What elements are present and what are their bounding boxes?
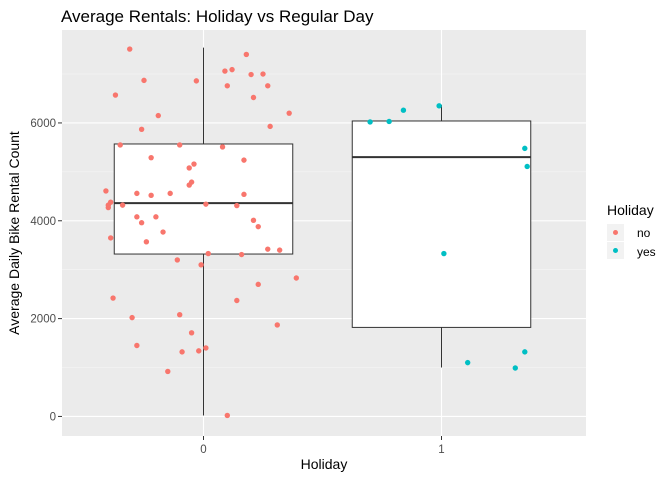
data-point-no	[134, 190, 140, 197]
data-point-no	[255, 223, 261, 230]
data-point-no	[129, 314, 135, 321]
chart-title: Average Rentals: Holiday vs Regular Day	[61, 7, 374, 26]
data-point-no	[117, 142, 123, 148]
data-point-no	[186, 165, 192, 171]
data-point-no	[265, 83, 271, 89]
data-point-no	[103, 188, 109, 194]
data-point-no	[138, 126, 145, 132]
x-tick-label: 0	[200, 444, 206, 456]
box-iqr	[351, 120, 532, 328]
data-point-no	[177, 311, 183, 318]
data-point-no	[198, 262, 204, 268]
data-point-yes	[441, 250, 447, 257]
data-point-no	[203, 345, 209, 351]
data-points	[103, 46, 530, 419]
data-point-no	[160, 229, 166, 235]
data-point-no	[167, 190, 173, 197]
legend: Holiday no yes	[607, 202, 656, 259]
data-point-yes	[436, 103, 442, 109]
data-point-no	[110, 295, 116, 301]
data-point-no	[267, 123, 273, 130]
data-point-no	[177, 142, 183, 148]
data-point-no	[265, 246, 271, 252]
data-point-no	[238, 251, 245, 258]
data-point-no	[196, 348, 202, 354]
data-point-no	[250, 94, 257, 101]
data-point-no	[205, 250, 211, 257]
data-point-no	[165, 368, 171, 375]
data-point-no	[141, 77, 147, 84]
box-plots	[113, 47, 532, 416]
data-point-yes	[400, 107, 407, 113]
x-tick-label: 1	[438, 444, 444, 456]
data-point-no	[248, 71, 254, 78]
legend-marker-no	[613, 230, 618, 235]
data-point-no	[127, 46, 133, 52]
axis-ticks: 0 2000 4000 6000 0 1	[30, 118, 444, 456]
legend-label-no: no	[637, 226, 651, 240]
data-point-no	[274, 322, 280, 328]
data-point-no	[234, 202, 240, 209]
box-iqr	[113, 143, 294, 255]
y-axis-title: Average Daily Bike Rental Count	[6, 131, 22, 335]
data-point-no	[234, 297, 240, 304]
data-point-no	[250, 217, 257, 223]
data-point-no	[143, 239, 150, 245]
data-point-yes	[512, 365, 518, 371]
data-point-no	[222, 68, 228, 74]
y-tick-label: 4000	[30, 216, 56, 228]
data-point-yes	[524, 163, 530, 170]
data-point-no	[224, 83, 230, 89]
data-point-no	[138, 220, 145, 226]
data-point-no	[188, 330, 195, 336]
data-point-no	[219, 144, 226, 150]
data-point-yes	[386, 118, 392, 125]
data-point-no	[241, 191, 247, 198]
data-point-no	[119, 202, 126, 208]
data-point-no	[286, 110, 292, 116]
data-point-no	[293, 275, 300, 281]
x-axis-title: Holiday	[301, 456, 348, 472]
data-point-no	[153, 214, 159, 220]
data-point-no	[243, 51, 250, 58]
data-point-no	[229, 66, 235, 73]
data-point-no	[134, 214, 140, 220]
legend-marker-yes	[613, 248, 618, 253]
data-point-no	[134, 342, 140, 349]
y-tick-label: 2000	[30, 314, 56, 326]
data-point-no	[186, 182, 192, 188]
data-point-no	[255, 281, 261, 288]
data-point-no	[155, 112, 161, 119]
data-point-yes	[367, 119, 373, 125]
data-point-yes	[522, 349, 528, 355]
data-point-no	[203, 201, 209, 207]
y-tick-label: 6000	[30, 118, 56, 130]
data-point-no	[148, 154, 154, 161]
data-point-no	[179, 349, 185, 355]
data-point-no	[107, 235, 114, 241]
data-point-no	[148, 192, 154, 199]
data-point-no	[112, 92, 119, 98]
legend-title: Holiday	[607, 202, 654, 218]
data-point-yes	[522, 145, 528, 152]
data-point-no	[224, 412, 230, 419]
data-point-yes	[464, 359, 471, 366]
y-tick-label: 0	[50, 411, 56, 423]
data-point-no	[241, 157, 247, 163]
data-point-no	[193, 78, 200, 84]
data-point-no	[191, 161, 197, 167]
data-point-no	[260, 71, 266, 77]
data-point-no	[276, 247, 283, 253]
data-point-no	[174, 257, 181, 263]
legend-label-yes: yes	[637, 245, 656, 259]
data-point-no	[105, 204, 112, 211]
